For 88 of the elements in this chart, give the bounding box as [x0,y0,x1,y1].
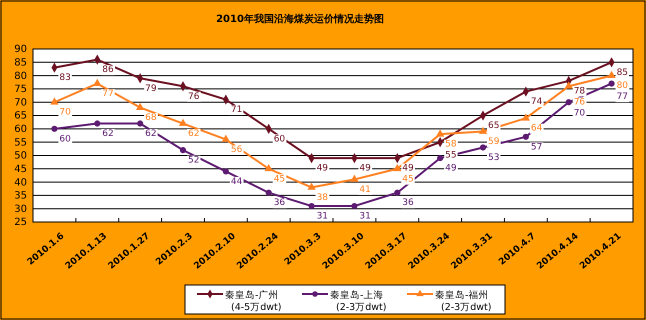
point [137,120,144,127]
data-label: 31 [359,212,371,222]
y-tick-label: 25 [14,217,27,228]
point [180,147,186,154]
data-label: 44 [230,176,243,187]
data-label: 77 [102,89,114,100]
data-label: 36 [274,198,286,208]
y-tick-label: 70 [14,97,27,108]
point [307,182,316,190]
data-label: 59 [488,137,500,148]
data-label: 41 [359,184,371,195]
legend-label: 秦皇岛-福州 (2-3万dwt) [435,289,492,313]
data-label: 68 [145,113,157,124]
data-label: 64 [530,124,543,134]
data-label: 85 [616,68,628,78]
point [564,81,573,89]
y-tick-label: 85 [14,58,27,69]
data-label: 78 [574,86,586,96]
data-label: 79 [145,84,157,94]
point [178,118,188,126]
data-label: 76 [188,92,200,102]
data-label: 77 [616,92,628,102]
point [266,190,272,196]
y-tick-label: 55 [14,137,27,148]
data-label: 58 [445,140,457,150]
data-label: 49 [402,164,414,174]
data-label: 53 [488,152,500,163]
data-label: 52 [188,156,200,166]
data-label: 71 [230,105,242,116]
point [351,202,358,210]
y-tick-label: 65 [14,110,27,122]
y-tick-label: 60 [14,124,27,136]
data-label: 49 [445,164,457,174]
data-label: 55 [445,150,457,161]
point [350,174,359,182]
y-tick-label: 30 [14,204,27,215]
data-label: 45 [402,174,414,185]
chart-title: 2010年我国沿海煤炭运价情况走势图 [216,13,384,25]
data-label: 36 [402,198,414,208]
data-label: 62 [102,129,114,140]
point [522,113,530,121]
point [480,144,486,151]
legend-label: 秦皇岛-上海 (2-3万dwt) [330,289,386,313]
point [522,134,529,140]
data-label: 57 [530,142,542,152]
point [393,164,402,172]
point [264,164,273,172]
y-tick-label: 90 [14,44,27,56]
data-label: 45 [274,174,286,184]
point [308,202,315,210]
point [94,120,100,127]
data-label: 31 [316,212,328,222]
data-label: 62 [145,129,157,140]
y-tick-label: 45 [14,164,27,175]
y-tick-label: 40 [14,177,27,188]
point [222,168,229,175]
point [566,99,572,106]
point [50,97,59,105]
point [222,134,230,142]
data-label: 70 [574,108,586,118]
point [478,126,488,134]
point [93,78,102,86]
y-tick-label: 35 [14,190,27,202]
point [394,190,400,196]
point [607,70,616,78]
y-tick-label: 80 [14,70,27,82]
data-label: 60 [59,134,72,144]
data-label: 49 [316,164,328,174]
data-label: 74 [530,97,543,108]
point [436,129,444,137]
data-label: 80 [616,81,628,92]
data-label: 65 [488,121,500,132]
point [437,155,444,162]
data-label: 56 [230,144,243,155]
y-tick-label: 50 [14,150,27,162]
point [608,80,615,87]
data-label: 86 [102,65,114,76]
data-label: 60 [274,134,286,144]
point [136,102,144,110]
data-label: 83 [59,73,71,84]
legend-label: 秦皇岛-广州 (4-5万dwt) [225,289,282,313]
data-label: 70 [59,108,72,118]
point [51,126,58,132]
y-tick-label: 75 [14,84,27,96]
data-label: 76 [574,97,586,108]
data-label: 62 [188,129,200,140]
data-label: 38 [316,192,328,203]
data-label: 49 [359,164,372,174]
